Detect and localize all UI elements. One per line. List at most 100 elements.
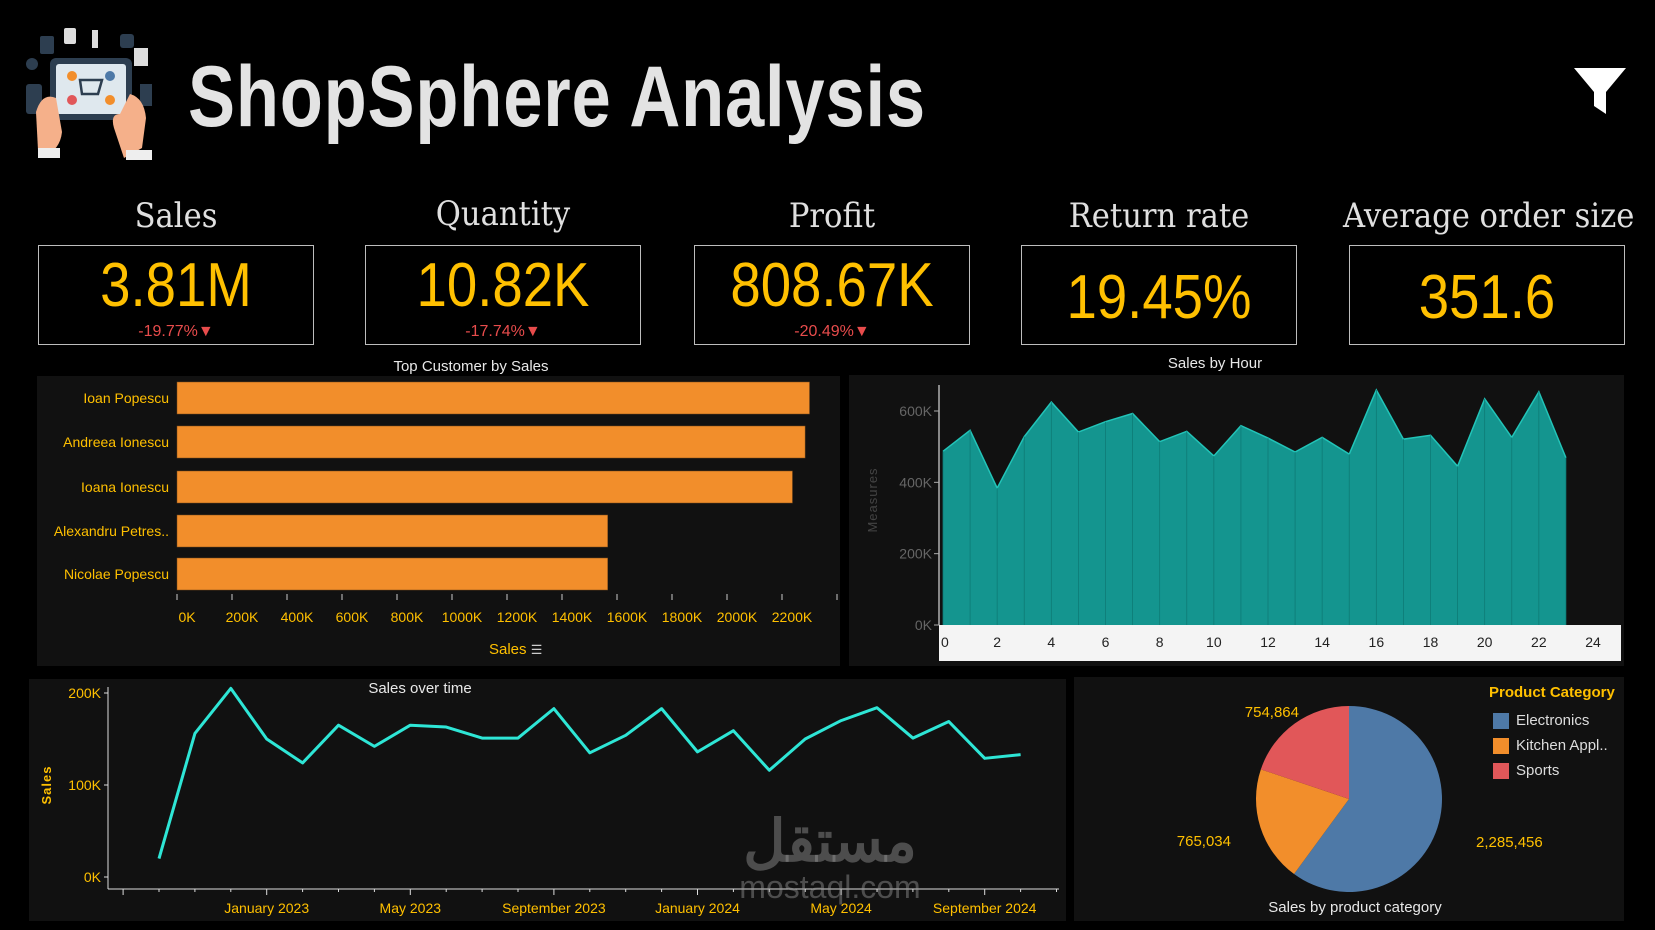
- bar: [176, 514, 608, 548]
- kpi-quantity-value: 10.82K: [416, 251, 590, 320]
- legend-title: Product Category: [1489, 684, 1615, 701]
- delta-text: -19.77%: [138, 323, 198, 340]
- legend: Electronics Kitchen Appl.. Sports: [1493, 708, 1608, 783]
- kpi-return-rate-value: 19.45%: [1066, 263, 1252, 332]
- pie-slice-kitchen: [1256, 769, 1349, 875]
- kpi-aov-card: 351.6: [1349, 245, 1625, 345]
- filter-button[interactable]: [1572, 64, 1628, 118]
- legend-swatch: [1493, 762, 1509, 779]
- y-tick-label: 0K: [84, 869, 102, 885]
- kpi-aov-label: Average order size: [1343, 196, 1635, 236]
- x-tick-label: 0K: [178, 609, 196, 625]
- x-axis-title: Sales ☰: [489, 641, 542, 658]
- kpi-return-rate-card: 19.45%: [1021, 245, 1297, 345]
- sales-by-category-chart: 2,285,456 765,034 754,864 Product Category…: [1074, 677, 1624, 921]
- triangle-down-icon: ▼: [853, 323, 870, 340]
- x-tick-label: 200K: [226, 609, 259, 625]
- kpi-profit-card: 808.67K -20.49%▼: [694, 245, 970, 345]
- x-tick-label: September 2024: [933, 900, 1037, 916]
- x-tick-label: 12: [1260, 634, 1276, 650]
- legend-item-electronics[interactable]: Electronics: [1493, 708, 1608, 733]
- pie-value-label: 2,285,456: [1476, 834, 1543, 851]
- x-tick-label: 20: [1477, 634, 1493, 650]
- sort-icon[interactable]: ☰: [530, 642, 543, 657]
- kpi-sales-value: 3.81M: [100, 251, 252, 320]
- x-tick-label: 16: [1369, 634, 1385, 650]
- x-tick-label: 1800K: [662, 609, 703, 625]
- bar: [176, 425, 806, 459]
- page-title: ShopSphere Analysis: [188, 49, 926, 145]
- x-tick-label: 14: [1314, 634, 1330, 650]
- kpi-profit-delta: -20.49%▼: [695, 323, 969, 341]
- kpi-quantity-card: 10.82K -17.74%▼: [365, 245, 641, 345]
- area-fill: [943, 389, 1566, 625]
- kpi-profit-label: Profit: [788, 196, 876, 236]
- logo: [22, 24, 168, 166]
- y-tick-label: 200K: [899, 546, 932, 562]
- legend-label: Electronics: [1516, 712, 1590, 729]
- kpi-sales-delta: -19.77%▼: [39, 323, 313, 341]
- x-tick-label: 18: [1423, 634, 1439, 650]
- pie-slice-electronics: [1294, 706, 1442, 892]
- shopping-tablet-logo-icon: [26, 28, 152, 160]
- x-tick-label: January 2023: [224, 900, 309, 916]
- legend-item-sports[interactable]: Sports: [1493, 758, 1608, 783]
- legend-swatch: [1493, 712, 1509, 729]
- y-tick-label: 600K: [899, 403, 932, 419]
- y-axis-title: Sales: [39, 766, 54, 805]
- y-tick-label: 200K: [68, 685, 101, 701]
- filter-icon[interactable]: [1572, 64, 1628, 118]
- x-tick-label: May 2023: [380, 900, 442, 916]
- legend-label: Kitchen Appl..: [1516, 737, 1608, 754]
- kpi-quantity-delta: -17.74%▼: [366, 323, 640, 341]
- x-tick-label: 2: [993, 634, 1001, 650]
- sales-by-hour-chart: 0 2 4 6 8 10 12 14 16 18 20 22 24 0K 200K 400K 600K Measu…: [849, 375, 1624, 666]
- sales-by-hour-title: Sales by Hour: [1167, 355, 1263, 372]
- category-label: Ioana Ionescu: [81, 479, 169, 495]
- triangle-down-icon: ▼: [524, 323, 541, 340]
- x-tick-label: 600K: [336, 609, 369, 625]
- sales-line: [157, 686, 1021, 860]
- x-tick-label: 1400K: [552, 609, 593, 625]
- x-tick-label: May 2024: [810, 900, 872, 916]
- top-customer-title: Top Customer by Sales: [393, 358, 549, 375]
- pie-value-label: 765,034: [1177, 833, 1231, 850]
- kpi-sales-card: 3.81M -19.77%▼: [38, 245, 314, 345]
- x-tick-label: 1600K: [607, 609, 648, 625]
- category-label: Nicolae Popescu: [64, 566, 169, 582]
- x-axis-label: Sales: [489, 641, 527, 658]
- x-tick-label: 8: [1156, 634, 1164, 650]
- kpi-sales-label: Sales: [134, 196, 218, 236]
- y-tick-label: 400K: [899, 474, 932, 490]
- x-tick-label: 400K: [281, 609, 314, 625]
- x-axis-band: [939, 625, 1621, 661]
- y-tick-label: 0K: [915, 617, 933, 633]
- top-customer-chart: Ioan Popescu Andreea Ionescu Ioana Ionescu…: [37, 376, 840, 666]
- bar: [176, 381, 810, 415]
- sales-over-time-chart: January 2023 May 2023 September 2023 Januar…: [29, 679, 1066, 921]
- category-label: Alexandru Petres..: [54, 523, 169, 539]
- kpi-return-rate-label: Return rate: [1068, 196, 1250, 236]
- x-tick-label: 22: [1531, 634, 1547, 650]
- legend-label: Sports: [1516, 762, 1560, 779]
- delta-text: -17.74%: [465, 323, 525, 340]
- delta-text: -20.49%: [794, 323, 854, 340]
- x-tick-label: 1000K: [442, 609, 483, 625]
- x-tick-label: September 2023: [502, 900, 606, 916]
- category-label: Andreea Ionescu: [63, 434, 169, 450]
- kpi-aov-value: 351.6: [1418, 263, 1556, 332]
- triangle-down-icon: ▼: [197, 323, 214, 340]
- x-tick-label: 10: [1206, 634, 1222, 650]
- area-line: [942, 388, 1567, 490]
- category-label: Ioan Popescu: [83, 390, 169, 406]
- bar: [176, 557, 608, 591]
- kpi-profit-value: 808.67K: [730, 251, 934, 320]
- kpi-quantity-label: Quantity: [435, 194, 571, 234]
- x-tick-label: 800K: [391, 609, 424, 625]
- x-tick-label: 24: [1585, 634, 1601, 650]
- x-tick-label: 1200K: [497, 609, 538, 625]
- pie-slice-sports: [1260, 706, 1349, 799]
- legend-item-kitchen[interactable]: Kitchen Appl..: [1493, 733, 1608, 758]
- bar: [176, 470, 793, 504]
- x-tick-label: 0: [941, 634, 949, 650]
